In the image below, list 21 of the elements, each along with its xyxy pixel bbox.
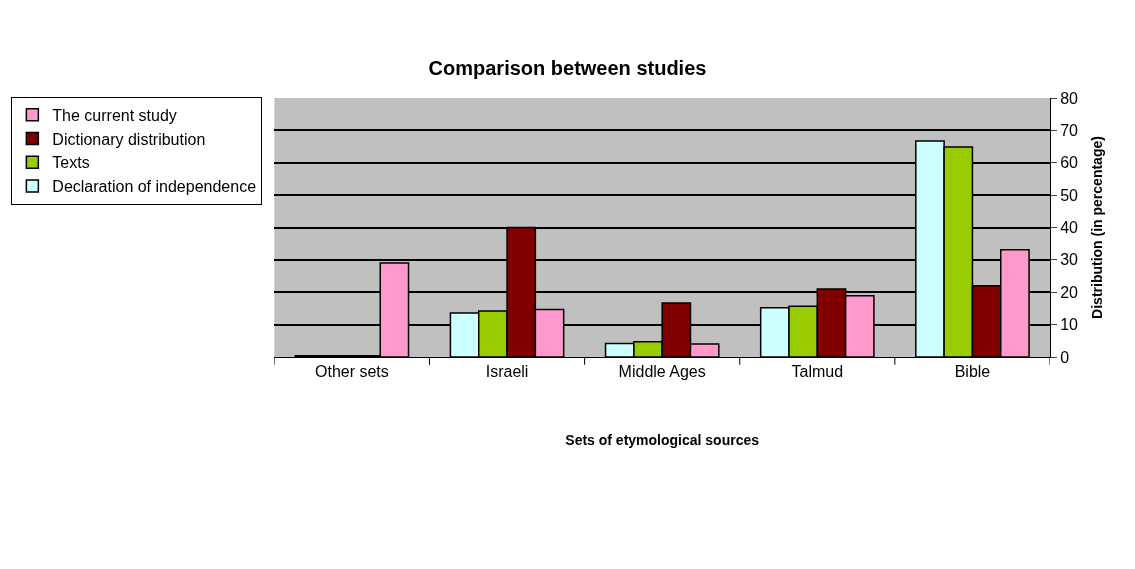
x-axis-title: Sets of etymological sources — [565, 431, 760, 448]
y-tick-label: 40 — [1060, 219, 1079, 237]
x-tick-label: Israeli — [485, 363, 529, 381]
x-tick-label: Other sets — [315, 363, 389, 381]
legend-label: Declaration of independence — [52, 178, 257, 196]
y-tick-label: 0 — [1060, 348, 1070, 366]
legend-label: The current study — [52, 106, 177, 124]
y-tick-label: 70 — [1060, 121, 1079, 139]
y-tick-label: 50 — [1060, 186, 1079, 204]
y-tick-label: 30 — [1060, 251, 1079, 269]
x-tick-label: Middle Ages — [618, 363, 706, 381]
legend-label: Dictionary distribution — [52, 130, 206, 148]
x-tick-label: Talmud — [791, 363, 844, 381]
y-tick-label: 80 — [1060, 89, 1079, 107]
x-tick-label: Bible — [954, 363, 991, 381]
y-tick-label: 20 — [1060, 283, 1079, 301]
chart-title: Comparison between studies — [428, 57, 707, 80]
y-axis-title: Distribution (in percentage) — [1089, 136, 1106, 319]
legend-label: Texts — [52, 154, 90, 172]
y-tick-label: 10 — [1060, 316, 1079, 334]
y-tick-label: 60 — [1060, 154, 1079, 172]
